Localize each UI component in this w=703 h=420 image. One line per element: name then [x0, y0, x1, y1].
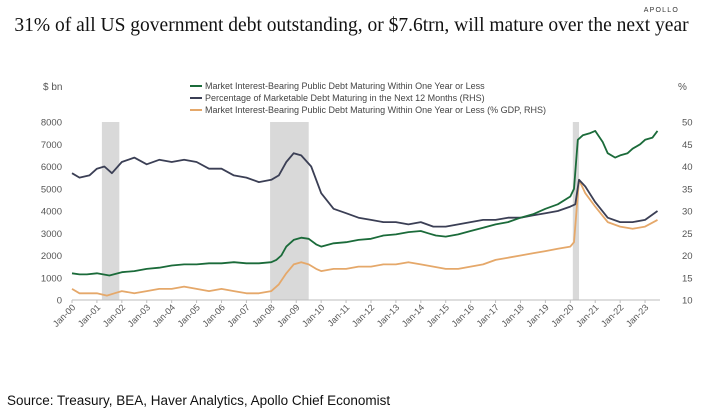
x-tick-label: Jan-15	[425, 302, 452, 329]
brand-logo: APOLLO	[643, 7, 679, 14]
x-tick-label: Jan-19	[524, 302, 551, 329]
legend: Market Interest-Bearing Public Debt Matu…	[190, 81, 546, 115]
y-right-tick-label: 50	[682, 118, 693, 129]
legend-entry: Percentage of Marketable Debt Maturing i…	[205, 93, 485, 103]
x-tick-label: Jan-04	[151, 302, 178, 329]
y-left-tick-label: 4000	[41, 207, 62, 218]
y-right-tick-label: 15	[682, 273, 693, 284]
y-left-tick-label: 7000	[41, 140, 62, 151]
x-tick-label: Jan-16	[450, 302, 477, 329]
y-right-tick-label: 20	[682, 251, 693, 262]
x-tick-label: Jan-11	[325, 302, 351, 328]
x-tick-label: Jan-03	[126, 302, 153, 329]
source-note: Source: Treasury, BEA, Haver Analytics, …	[7, 393, 391, 408]
series-line-debt-gdp	[71, 178, 658, 297]
y-left-tick-label: 3000	[41, 229, 62, 240]
series-line-debt-maturing	[71, 129, 659, 277]
x-tick-label: Jan-20	[549, 302, 576, 329]
x-tick-label: Jan-10	[300, 302, 327, 329]
x-tick-label: Jan-14	[400, 302, 427, 329]
x-tick-label: Jan-01	[76, 302, 103, 329]
x-tick-label: Jan-17	[474, 302, 501, 329]
legend-entry: Market Interest-Bearing Public Debt Matu…	[205, 105, 546, 115]
x-tick-label: Jan-00	[51, 302, 78, 329]
y-right-tick-label: 40	[682, 162, 693, 173]
y-right-tick-label: 45	[682, 140, 693, 151]
x-tick-label: Jan-23	[624, 302, 651, 329]
series-line-pct-maturing	[71, 152, 659, 228]
x-tick-label: Jan-02	[101, 302, 128, 329]
y-right-tick-label: 10	[682, 296, 693, 307]
x-tick-label: Jan-21	[574, 302, 601, 329]
y-left-tick-label: 5000	[41, 184, 62, 195]
y-left-tick-label: 1000	[41, 273, 62, 284]
x-tick-label: Jan-22	[599, 302, 626, 329]
x-tick-label: Jan-18	[499, 302, 526, 329]
x-tick-label: Jan-07	[225, 302, 252, 329]
x-tick-label: Jan-06	[200, 302, 227, 329]
x-tick-label: Jan-09	[275, 302, 302, 329]
y-right-unit-label: %	[678, 82, 687, 93]
x-tick-label: Jan-12	[350, 302, 377, 329]
recession-band	[270, 122, 309, 300]
x-tick-label: Jan-08	[250, 302, 277, 329]
legend-entry: Market Interest-Bearing Public Debt Matu…	[205, 81, 485, 91]
recession-band	[101, 122, 120, 300]
y-right-tick-label: 35	[682, 184, 693, 195]
y-right-tick-label: 25	[682, 229, 693, 240]
chart-headline: 31% of all US government debt outstandin…	[14, 15, 689, 36]
y-right-tick-label: 30	[682, 207, 693, 218]
series-lines	[71, 129, 659, 297]
x-tick-label: Jan-05	[175, 302, 202, 329]
y-left-tick-label: 2000	[41, 251, 62, 262]
x-tick-label: Jan-13	[375, 302, 402, 329]
y-left-tick-label: 8000	[41, 118, 62, 129]
y-left-tick-label: 6000	[41, 162, 62, 173]
y-left-tick-label: 0	[57, 296, 62, 307]
y-left-unit-label: $ bn	[43, 82, 62, 93]
